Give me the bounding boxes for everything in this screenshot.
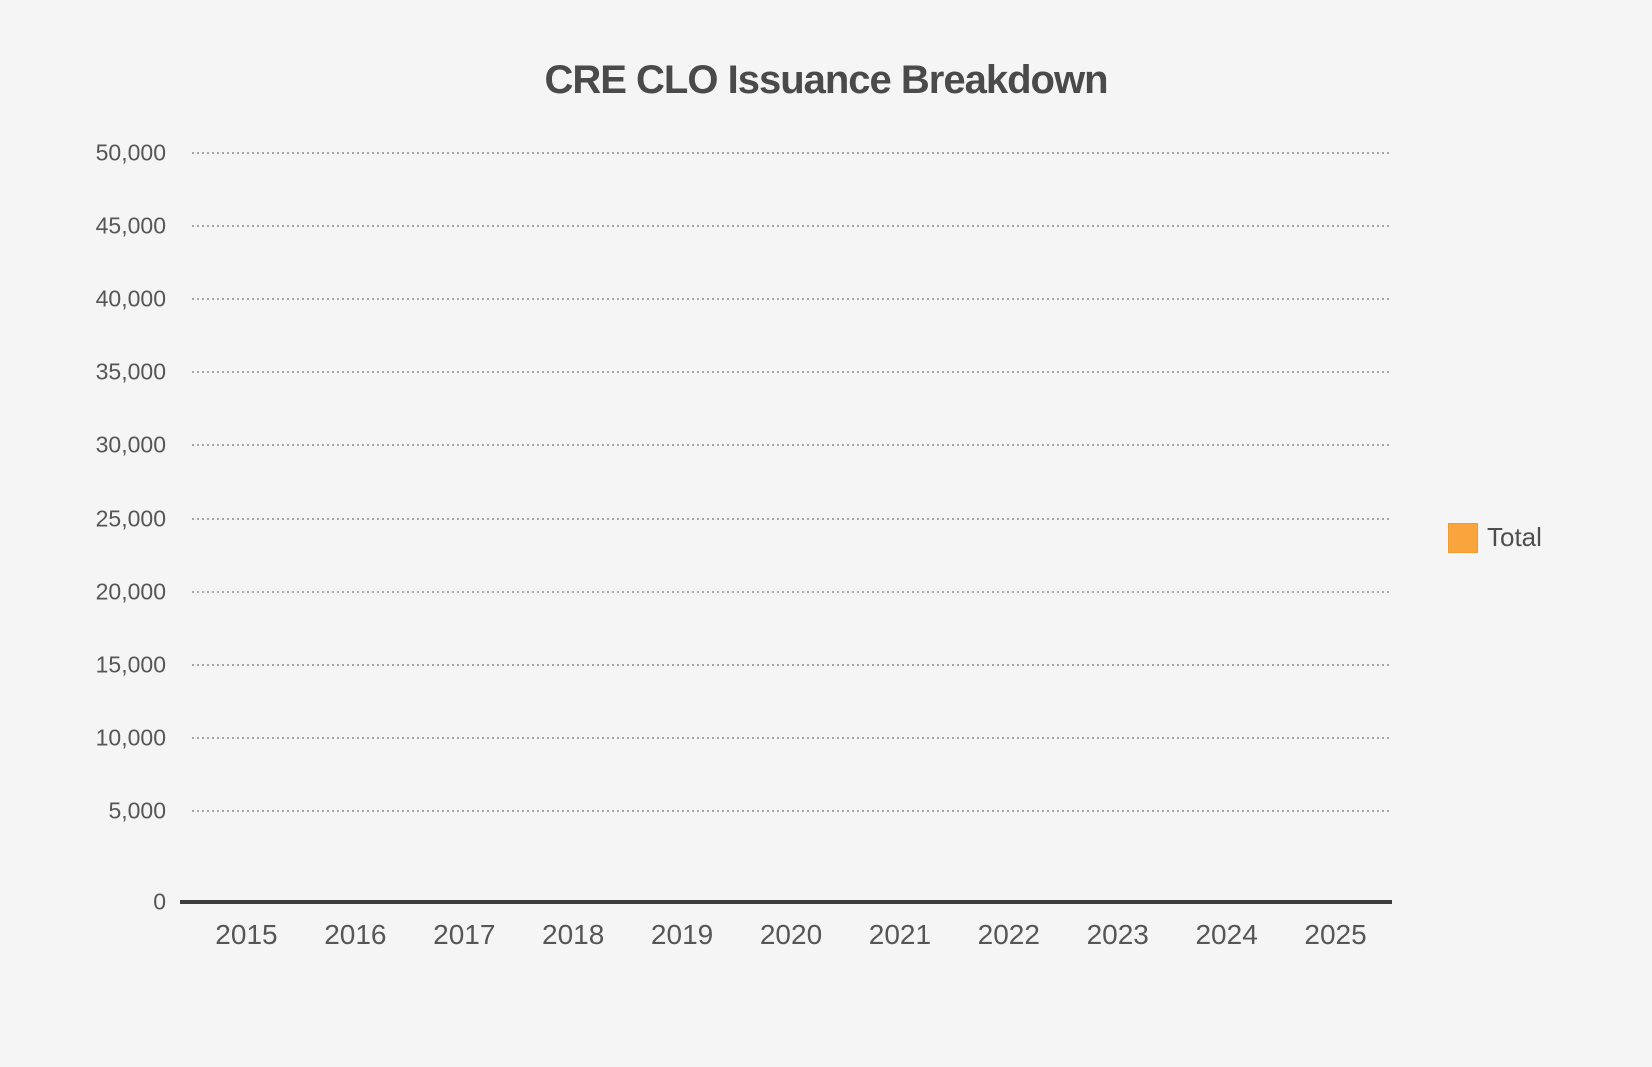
x-tick-label-2017: 2017 [433,919,496,950]
x-tick-label-2015: 2015 [215,919,278,950]
gridline-40000 [192,297,1390,300]
x-tick-label-2016: 2016 [324,919,387,950]
x-tick-label-2019: 2019 [650,919,714,950]
legend-swatch-total[interactable] [1448,522,1478,553]
y-tick-label-30000: 30,000 [95,431,166,458]
x-tick-label-2020: 2020 [759,919,823,950]
x-tick-label-2022: 2022 [977,919,1040,950]
gridline-50000 [192,151,1390,154]
gridline-25000 [192,517,1390,520]
y-tick-label-45000: 45,000 [95,212,166,239]
gridline-15000 [192,663,1390,666]
x-tick-label-2018: 2018 [542,919,605,950]
gridline-10000 [192,737,1390,740]
y-tick-label-5000: 5,000 [108,797,166,824]
y-tick-label-20000: 20,000 [95,578,166,605]
y-tick-label-0: 0 [153,888,166,915]
y-tick-label-10000: 10,000 [95,724,166,751]
y-tick-label-25000: 25,000 [95,505,166,531]
legend[interactable]: Total [1448,522,1542,553]
x-tick-label-2021: 2021 [868,919,932,950]
gridline-5000 [192,810,1390,813]
gridline-30000 [192,444,1390,447]
legend-label-total: Total [1487,522,1542,552]
y-tick-label-40000: 40,000 [95,285,166,312]
chart-title: CRE CLO Issuance Breakdown [544,58,1108,102]
gridline-20000 [192,590,1390,593]
x-axis-line [180,900,1392,904]
gridline-35000 [192,371,1390,374]
y-tick-label-35000: 35,000 [95,358,166,385]
x-tick-label-2023: 2023 [1086,919,1149,950]
x-tick-label-2024: 2024 [1195,919,1258,950]
gridline-45000 [192,224,1390,227]
y-tick-label-50000: 50,000 [95,139,166,165]
y-tick-label-15000: 15,000 [95,651,166,678]
x-tick-label-2025: 2025 [1304,919,1367,950]
